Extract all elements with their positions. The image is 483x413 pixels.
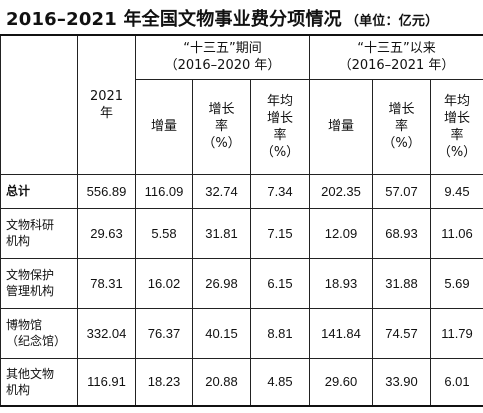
table-row: 文物科研 机构 29.63 5.58 31.81 7.15 12.09 68.9… (0, 207, 483, 259)
cell: 4.85 (250, 357, 310, 407)
row2-label-l2: 管理机构 (6, 284, 55, 298)
header-2021-line2: 年 (99, 105, 113, 121)
row4-label-l1: 其他文物 (6, 366, 55, 381)
header-increase-1-text: 增量 (150, 119, 177, 134)
row-label: 其他文物 机构 (0, 357, 78, 407)
row2-label-l1: 文物保护 (6, 268, 55, 282)
growth1-l2: 率 (214, 119, 228, 134)
cell: 16.02 (135, 257, 193, 309)
header-growth-2: 增长 率 （%） (372, 78, 431, 175)
avg1-l1: 年均 (266, 93, 293, 109)
cell: 7.15 (250, 207, 310, 259)
row1-label-l2: 机构 (6, 234, 31, 248)
cell: 5.69 (430, 257, 483, 309)
group1-line2: （2016–2020 年） (164, 58, 281, 74)
growth1-l3: （%） (202, 136, 241, 151)
data-table: 2021 年 “十三五”期间 （2016–2020 年） “十三五”以来 （20… (0, 34, 483, 407)
growth2-l1: 增长 (388, 102, 415, 117)
cell: 31.88 (372, 257, 431, 309)
header-2021-line1: 2021 (89, 88, 124, 104)
cell: 18.23 (135, 357, 193, 407)
cell: 26.98 (192, 257, 251, 309)
cell: 18.93 (309, 257, 373, 309)
group2-line1: “十三五”以来 (357, 41, 436, 57)
cell: 202.35 (309, 173, 373, 209)
cell: 33.90 (372, 357, 431, 407)
cell: 40.15 (192, 307, 251, 359)
cell: 6.15 (250, 257, 310, 309)
avg2-l2: 增长 (443, 110, 470, 126)
cell: 29.63 (77, 207, 136, 259)
header-growth-1: 增长 率 （%） (192, 78, 251, 175)
header-row-subcols: 增量 增长 率 （%） 年均 增长 率 （%） 增量 增长 率 （%） 年均 增… (1, 78, 483, 175)
row-label: 博物馆 （纪念馆） (0, 307, 78, 359)
row-label: 文物科研 机构 (0, 207, 78, 259)
growth2-l3: （%） (382, 136, 421, 151)
cell: 7.34 (250, 173, 310, 209)
cell: 8.81 (250, 307, 310, 359)
header-avg-growth-2: 年均 增长 率 （%） (430, 78, 483, 175)
table-row: 其他文物 机构 116.91 18.23 20.88 4.85 29.60 33… (0, 357, 483, 407)
cell: 29.60 (309, 357, 373, 407)
table-row: 博物馆 （纪念馆） 332.04 76.37 40.15 8.81 141.84… (0, 307, 483, 359)
table-row: 文物保护 管理机构 78.31 16.02 26.98 6.15 18.93 3… (0, 257, 483, 309)
header-increase-2: 增量 (309, 78, 373, 175)
group1-line1: “十三五”期间 (183, 41, 262, 57)
avg1-l2: 增长 (266, 110, 293, 126)
header-increase-2-text: 增量 (327, 119, 354, 134)
avg2-l3: 率 (450, 127, 464, 143)
header-group-13th-fyp: “十三五”期间 （2016–2020 年） (135, 34, 310, 80)
cell: 32.74 (192, 173, 251, 209)
cell: 31.81 (192, 207, 251, 259)
cell: 78.31 (77, 257, 136, 309)
cell: 6.01 (430, 357, 483, 407)
avg2-l1: 年均 (443, 93, 470, 109)
avg2-l4: （%） (437, 144, 477, 160)
cell: 20.88 (192, 357, 251, 407)
table-row: 总计 556.89 116.09 32.74 7.34 202.35 57.07… (0, 173, 483, 209)
cell: 11.79 (430, 307, 483, 359)
cell: 11.06 (430, 207, 483, 259)
title-main: 2016–2021 年全国文物事业费分项情况 (6, 9, 342, 30)
cell: 12.09 (309, 207, 373, 259)
cell: 74.57 (372, 307, 431, 359)
avg1-l3: 率 (273, 127, 287, 143)
cell: 141.84 (309, 307, 373, 359)
title-unit: （单位：亿元） (345, 14, 439, 29)
header-avg-growth-1: 年均 增长 率 （%） (250, 78, 310, 175)
row-label: 文物保护 管理机构 (0, 257, 78, 309)
cell: 68.93 (372, 207, 431, 259)
group2-line2: （2016–2021 年） (338, 58, 455, 74)
header-increase-1: 增量 (135, 78, 193, 175)
cell: 5.58 (135, 207, 193, 259)
cell: 556.89 (77, 173, 136, 209)
table-title: 2016–2021 年全国文物事业费分项情况 （单位：亿元） (6, 5, 438, 31)
row4-label-l2: 机构 (6, 382, 31, 397)
cell: 116.09 (135, 173, 193, 209)
cell: 57.07 (372, 173, 431, 209)
header-blank-cell (0, 34, 78, 175)
cell: 116.91 (77, 357, 136, 407)
growth2-l2: 率 (394, 119, 408, 134)
row3-label-l2: （纪念馆） (6, 334, 67, 348)
row-label: 总计 (0, 173, 78, 209)
cell: 332.04 (77, 307, 136, 359)
header-row-groups: 2021 年 “十三五”期间 （2016–2020 年） “十三五”以来 （20… (0, 34, 483, 175)
cell: 76.37 (135, 307, 193, 359)
row3-label-l1: 博物馆 (6, 318, 43, 332)
cell: 9.45 (430, 173, 483, 209)
row0-label-l1: 总计 (6, 184, 31, 198)
header-group-since-13th-fyp: “十三五”以来 （2016–2021 年） (309, 34, 483, 80)
row1-label-l1: 文物科研 (6, 218, 55, 232)
avg1-l4: （%） (260, 144, 300, 160)
header-2021: 2021 年 (77, 34, 136, 175)
growth1-l1: 增长 (208, 102, 235, 117)
